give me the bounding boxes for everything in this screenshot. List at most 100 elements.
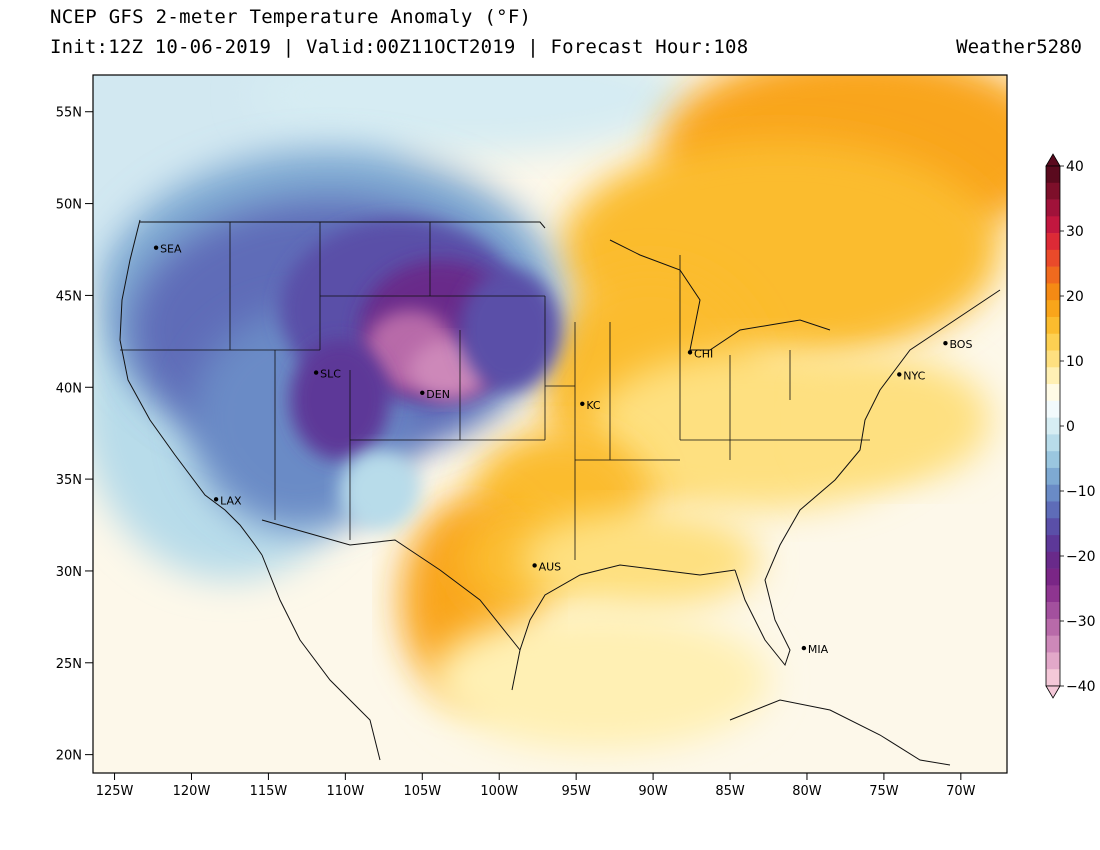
colorbar-label: 30 bbox=[1066, 224, 1084, 240]
city-dot bbox=[532, 563, 537, 568]
city-label: SLC bbox=[320, 368, 341, 381]
colorbar-segment bbox=[1046, 300, 1060, 318]
city-dot bbox=[580, 401, 585, 406]
lat-label: 45N bbox=[56, 289, 82, 304]
colorbar-segment bbox=[1046, 669, 1060, 687]
colorbar-segment bbox=[1046, 316, 1060, 335]
colorbar-segment bbox=[1046, 233, 1060, 251]
lon-label: 120W bbox=[173, 784, 211, 799]
state-lines bbox=[120, 222, 870, 560]
canada-border bbox=[140, 221, 546, 229]
colorbar-min-arrow bbox=[1045, 685, 1061, 699]
mexico-border bbox=[261, 519, 521, 651]
colorbar-segment bbox=[1046, 266, 1060, 284]
lon-label: 115W bbox=[250, 784, 288, 799]
city-label: AUS bbox=[539, 560, 562, 573]
city-label: BOS bbox=[949, 338, 972, 351]
lat-label: 50N bbox=[56, 198, 82, 213]
colorbar-segment bbox=[1046, 518, 1060, 536]
colorbar-segment bbox=[1046, 333, 1060, 351]
lon-label: 70W bbox=[946, 784, 976, 799]
colorbar-segment bbox=[1046, 350, 1060, 368]
anomaly-field bbox=[93, 75, 1007, 773]
west-coastline bbox=[119, 219, 263, 556]
colorbar-segment bbox=[1046, 551, 1060, 569]
city-label: MIA bbox=[808, 643, 829, 656]
city-label: SEA bbox=[160, 243, 182, 256]
lon-label: 90W bbox=[638, 784, 668, 799]
colorbar-segment bbox=[1046, 199, 1060, 217]
colorbar-segment bbox=[1046, 618, 1060, 636]
colorbar-segment bbox=[1046, 166, 1060, 184]
colorbar-label: −40 bbox=[1066, 679, 1096, 695]
colorbar-segment bbox=[1046, 501, 1060, 519]
colorbar-label: 0 bbox=[1066, 419, 1075, 435]
city-label: LAX bbox=[220, 494, 242, 507]
city-label: NYC bbox=[903, 369, 925, 382]
colorbar-segment bbox=[1046, 568, 1060, 586]
city-label: KC bbox=[586, 399, 601, 412]
lon-label: 80W bbox=[792, 784, 822, 799]
colorbar-segment bbox=[1046, 367, 1060, 385]
lat-label: 35N bbox=[56, 473, 82, 488]
city-dot bbox=[801, 645, 807, 651]
cuba-coastline bbox=[729, 699, 951, 766]
lon-label: 105W bbox=[403, 784, 441, 799]
lon-label: 100W bbox=[480, 784, 518, 799]
city-markers: SEA SLC DEN LAX AUS KC CHI NYC BOS MIA bbox=[153, 243, 972, 656]
colorbar-label: 40 bbox=[1066, 159, 1084, 175]
colorbar-segment bbox=[1046, 451, 1060, 469]
colorbar-labels: 40 30 20 10 0 −10 −20 −30 −40 bbox=[1060, 159, 1096, 695]
baja-coastline bbox=[261, 554, 381, 761]
colorbar bbox=[1045, 153, 1061, 699]
city-dot bbox=[313, 370, 319, 375]
lon-label: 110W bbox=[327, 784, 365, 799]
colorbar-segment bbox=[1046, 249, 1060, 267]
east-coastline bbox=[734, 289, 1001, 667]
city-dot bbox=[153, 245, 159, 250]
city-dot bbox=[420, 390, 425, 395]
colorbar-segment bbox=[1046, 585, 1060, 603]
great-lakes bbox=[609, 239, 831, 351]
brand-label: Weather5280 bbox=[956, 36, 1082, 58]
colorbar-max-arrow bbox=[1045, 153, 1061, 167]
map-frame bbox=[92, 74, 1008, 774]
colorbar-segment bbox=[1046, 484, 1060, 502]
lat-label: 25N bbox=[56, 657, 82, 672]
colorbar-segment bbox=[1046, 635, 1060, 653]
colorbar-label: −10 bbox=[1066, 484, 1096, 500]
lat-label: 30N bbox=[56, 565, 82, 580]
gulf-coastline bbox=[511, 564, 736, 691]
colorbar-segment bbox=[1046, 434, 1060, 452]
colorbar-label: 20 bbox=[1066, 289, 1084, 305]
colorbar-segment bbox=[1046, 182, 1060, 200]
chart-subtitle: Init:12Z 10-06-2019 | Valid:00Z11OCT2019… bbox=[50, 36, 749, 58]
city-label: CHI bbox=[694, 347, 713, 360]
colorbar-segment bbox=[1046, 417, 1060, 435]
city-label: DEN bbox=[426, 388, 450, 401]
colorbar-segment bbox=[1046, 535, 1060, 553]
colorbar-label: −20 bbox=[1066, 549, 1096, 565]
colorbar-label: 10 bbox=[1066, 354, 1084, 370]
chart-title: NCEP GFS 2-meter Temperature Anomaly (°F… bbox=[50, 6, 532, 28]
latitude-labels: 55N 50N 45N 40N 35N 30N 25N 20N bbox=[56, 106, 93, 764]
lat-label: 20N bbox=[56, 749, 82, 764]
lon-label: 95W bbox=[561, 784, 591, 799]
lon-label: 125W bbox=[96, 784, 134, 799]
colorbar-segment bbox=[1046, 384, 1060, 402]
colorbar-label: −30 bbox=[1066, 614, 1096, 630]
city-dot bbox=[687, 350, 693, 355]
colorbar-segment bbox=[1046, 216, 1060, 234]
city-dot bbox=[943, 340, 948, 346]
colorbar-segment bbox=[1046, 602, 1060, 620]
lat-label: 40N bbox=[56, 381, 82, 396]
map-borders bbox=[119, 219, 1001, 766]
lon-label: 85W bbox=[715, 784, 745, 799]
city-dot bbox=[897, 372, 902, 377]
colorbar-segment bbox=[1046, 400, 1060, 418]
colorbar-segment bbox=[1046, 652, 1060, 670]
lon-label: 75W bbox=[869, 784, 899, 799]
colorbar-segment bbox=[1046, 283, 1060, 301]
longitude-labels: 125W 120W 115W 110W 105W 100W 95W 90W 85W 80W 75W 7… bbox=[96, 773, 976, 799]
